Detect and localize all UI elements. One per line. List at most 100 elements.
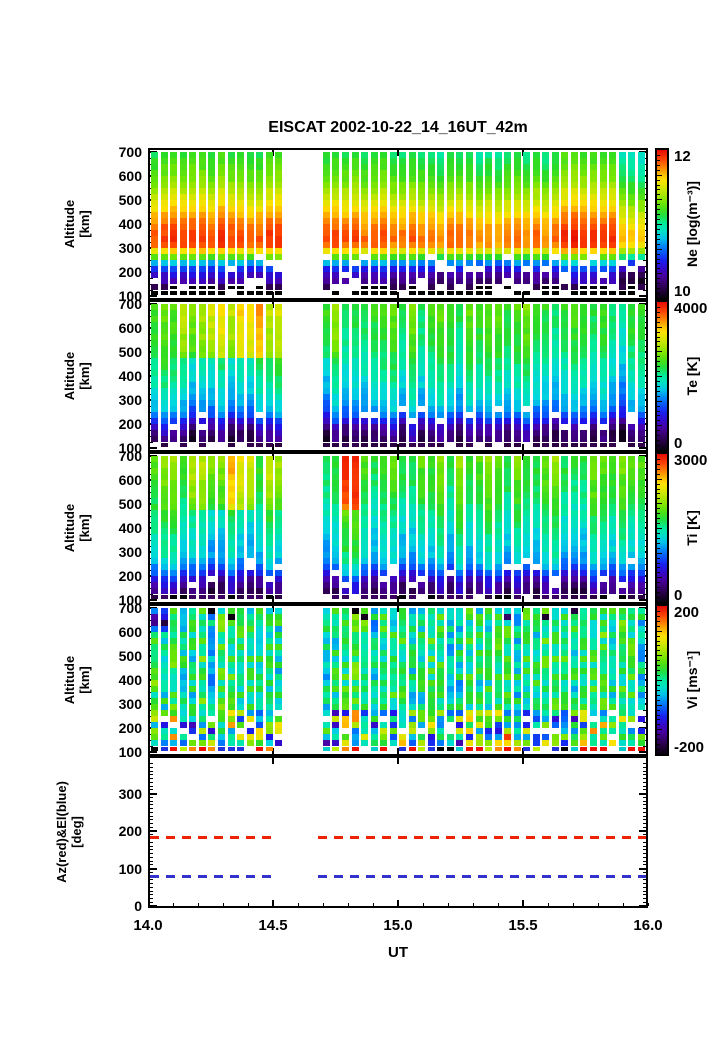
heatmap-cell (351, 230, 359, 236)
heatmap-cell (456, 412, 464, 418)
heatmap-cell (380, 418, 388, 424)
heatmap-cell (160, 188, 168, 194)
heatmap-cell (446, 582, 454, 588)
heatmap-cell (332, 650, 340, 656)
heatmap-cell (551, 504, 559, 510)
heatmap-cell (475, 316, 483, 322)
heatmap-cell (504, 340, 512, 346)
heatmap-cell (160, 540, 168, 546)
heatmap-cell (170, 492, 178, 498)
heatmap-cell (494, 626, 502, 632)
heatmap-cell (599, 236, 607, 242)
heatmap-cell (217, 558, 225, 564)
heatmap-cell (179, 522, 187, 528)
heatmap-cell (589, 388, 597, 394)
heatmap-cell (599, 346, 607, 352)
heatmap-cell (465, 334, 473, 340)
heatmap-cell (341, 304, 349, 310)
heatmap-cell (256, 734, 264, 740)
heatmap-cell (332, 236, 340, 242)
heatmap-cell (275, 358, 283, 364)
heatmap-cell (322, 632, 330, 638)
heatmap-cell (618, 236, 626, 242)
heatmap-cell (589, 346, 597, 352)
colorbar-tick (657, 582, 660, 584)
heatmap-cell (532, 510, 540, 516)
heatmap-cell (208, 722, 216, 728)
heatmap-cell (609, 698, 617, 704)
heatmap-cell (542, 582, 550, 588)
heatmap-cell (485, 534, 493, 540)
colorbar-tick (657, 219, 660, 221)
heatmap-cell (494, 614, 502, 620)
colorbar-tick (657, 228, 660, 230)
heatmap-cell (198, 492, 206, 498)
heatmap-cell (513, 364, 521, 370)
heatmap-cell (351, 206, 359, 212)
heatmap-cell (504, 242, 512, 248)
heatmap-cell (609, 576, 617, 582)
heatmap-cell (380, 400, 388, 406)
y-tick-label: 300 (118, 544, 142, 560)
heatmap-cell (532, 716, 540, 722)
heatmap-cell (370, 558, 378, 564)
heatmap-cell (208, 266, 216, 272)
heatmap-cell (408, 248, 416, 254)
heatmap-cell (513, 370, 521, 376)
x-tick (397, 150, 399, 156)
colorbar-max-label: 3000 (674, 452, 708, 469)
heatmap-cell (542, 212, 550, 218)
heatmap-cell (456, 340, 464, 346)
heatmap-cell (198, 376, 206, 382)
heatmap-cell (351, 346, 359, 352)
heatmap-cell (551, 224, 559, 230)
heatmap-cell (513, 334, 521, 340)
heatmap-cell (208, 734, 216, 740)
heatmap-cell (485, 310, 493, 316)
heatmap-cell (179, 200, 187, 206)
heatmap-cell (485, 740, 493, 746)
heatmap-cell (275, 656, 283, 662)
colorbar-tick (657, 415, 660, 417)
heatmap-cell (475, 158, 483, 164)
heatmap-cell (189, 242, 197, 248)
heatmap-cell (494, 722, 502, 728)
heatmap-cell (532, 638, 540, 644)
heatmap-cell (370, 632, 378, 638)
heatmap-cell (341, 400, 349, 406)
heatmap-cell (465, 310, 473, 316)
heatmap-cell (427, 686, 435, 692)
heatmap-cell (561, 728, 569, 734)
heatmap-cell (170, 528, 178, 534)
heatmap-cell (208, 224, 216, 230)
heatmap-cell (475, 522, 483, 528)
heatmap-cell (580, 412, 588, 418)
heatmap-cell (275, 522, 283, 528)
heatmap-cell (456, 242, 464, 248)
heatmap-cell (513, 650, 521, 656)
heatmap-cell (523, 334, 531, 340)
heatmap-cell (351, 224, 359, 230)
heatmap-cell (437, 412, 445, 418)
heatmap-cell (361, 248, 369, 254)
heatmap-cell (370, 394, 378, 400)
heatmap-cell (179, 570, 187, 576)
heatmap-cell (322, 564, 330, 570)
heatmap-cell (599, 376, 607, 382)
heatmap-cell (589, 608, 597, 614)
heatmap-cell (227, 200, 235, 206)
y-minor-tick (643, 781, 646, 783)
heatmap-cell (618, 322, 626, 328)
bottom-dash (628, 595, 636, 599)
bottom-dash (160, 747, 168, 751)
heatmap-cell (437, 546, 445, 552)
heatmap-cell (380, 278, 388, 284)
heatmap-cell (599, 582, 607, 588)
heatmap-cell (446, 412, 454, 418)
heatmap-cell (389, 152, 397, 158)
heatmap-cell (332, 462, 340, 468)
heatmap-cell (599, 686, 607, 692)
heatmap-cell (618, 740, 626, 746)
heatmap-cell (427, 534, 435, 540)
heatmap-cell (227, 370, 235, 376)
